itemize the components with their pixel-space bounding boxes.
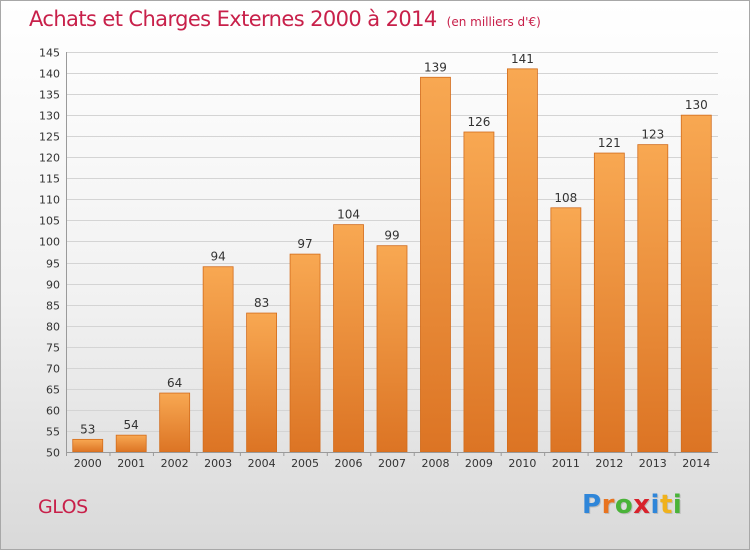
bar xyxy=(680,114,712,453)
x-tick-label: 2005 xyxy=(291,457,319,470)
y-tick-label: 115 xyxy=(39,173,60,186)
bar xyxy=(202,266,234,453)
x-tick-label: 2006 xyxy=(335,457,363,470)
logo-letter: t xyxy=(659,490,673,520)
bar xyxy=(463,131,495,453)
y-tick-label: 70 xyxy=(46,363,60,376)
proxiti-logo: Proxiti xyxy=(582,490,682,520)
x-tick-label: 2011 xyxy=(552,457,580,470)
logo-letter: o xyxy=(614,490,634,520)
x-tick-label: 2002 xyxy=(161,457,189,470)
commune-name: GLOS xyxy=(38,496,88,518)
y-tick-label: 140 xyxy=(39,68,60,81)
x-tick-label: 2007 xyxy=(378,457,406,470)
x-tick-label: 2014 xyxy=(682,457,710,470)
x-tick-label: 2012 xyxy=(595,457,623,470)
bar-value-label: 141 xyxy=(511,52,534,66)
y-tick-label: 55 xyxy=(46,426,60,439)
x-tick-label: 2010 xyxy=(508,457,536,470)
logo-letter: P xyxy=(582,490,602,520)
y-tick-label: 145 xyxy=(39,47,60,60)
bar xyxy=(289,253,321,453)
chart-unit-label: (en milliers d'€) xyxy=(446,15,541,29)
bar-value-label: 99 xyxy=(384,229,399,243)
x-tick-label: 2008 xyxy=(421,457,449,470)
y-tick-label: 120 xyxy=(39,152,60,165)
bar-value-label: 104 xyxy=(337,208,360,222)
y-tick-label: 75 xyxy=(46,342,60,355)
x-tick-label: 2001 xyxy=(117,457,145,470)
bar xyxy=(376,245,408,453)
bar-value-label: 139 xyxy=(424,60,447,74)
x-tick-label: 2003 xyxy=(204,457,232,470)
logo-letter: x xyxy=(633,490,651,520)
bar-value-label: 130 xyxy=(685,98,708,112)
bar-value-label: 121 xyxy=(598,136,621,150)
axes xyxy=(66,52,718,453)
logo-letter: i xyxy=(672,490,683,520)
bar-value-label: 97 xyxy=(297,237,312,251)
bar xyxy=(72,438,104,453)
bar xyxy=(246,312,278,453)
y-tick-label: 100 xyxy=(39,236,60,249)
y-tick-label: 135 xyxy=(39,89,60,102)
x-tick-label: 2009 xyxy=(465,457,493,470)
bar-value-label: 126 xyxy=(467,115,490,129)
y-tick-label: 85 xyxy=(46,300,60,313)
bars xyxy=(72,68,712,453)
chart-title-text: Achats et Charges Externes 2000 à 2014 xyxy=(29,7,437,31)
logo-letter: i xyxy=(650,490,660,520)
bar xyxy=(506,68,538,453)
chart-title: Achats et Charges Externes 2000 à 2014 (e… xyxy=(29,7,541,31)
y-axis-tick-labels: 50 55 60 65 70 75 80 85 90 95 100 105 110 115 120 125 13… xyxy=(39,47,60,460)
bar-value-label: 53 xyxy=(80,422,95,436)
x-tick-label: 2000 xyxy=(74,457,102,470)
bar xyxy=(333,224,364,453)
bar-value-label: 94 xyxy=(210,250,225,264)
y-tick-label: 95 xyxy=(46,258,60,271)
bar xyxy=(637,144,669,453)
bar-value-label: 123 xyxy=(641,128,664,142)
x-tick-label: 2013 xyxy=(639,457,667,470)
x-axis-tick-labels: 2000 2001 2002 2003 2004 2005 2006 2007 2008 2009… xyxy=(66,452,710,470)
bar-value-labels: 53 54 64 94 83 97 104 99 139 126 141 108 121 123 130 xyxy=(80,52,708,437)
bar xyxy=(550,207,582,453)
bar xyxy=(159,392,191,453)
y-tick-label: 65 xyxy=(46,384,60,397)
bar xyxy=(420,76,451,453)
y-tick-label: 125 xyxy=(39,131,60,144)
y-tick-label: 50 xyxy=(46,447,60,460)
bar-value-label: 83 xyxy=(254,296,269,310)
y-tick-label: 130 xyxy=(39,110,60,123)
x-tick-label: 2004 xyxy=(248,457,276,470)
logo-letter: r xyxy=(601,490,615,520)
y-tick-label: 105 xyxy=(39,215,60,228)
bar-value-label: 64 xyxy=(167,376,182,390)
bar-value-label: 54 xyxy=(124,418,139,432)
y-tick-label: 90 xyxy=(46,279,60,292)
y-tick-label: 110 xyxy=(39,194,60,207)
bar xyxy=(593,152,625,453)
y-tick-label: 60 xyxy=(46,405,60,418)
bar xyxy=(115,434,147,453)
bar-value-label: 108 xyxy=(554,191,577,205)
y-tick-label: 80 xyxy=(46,321,60,334)
